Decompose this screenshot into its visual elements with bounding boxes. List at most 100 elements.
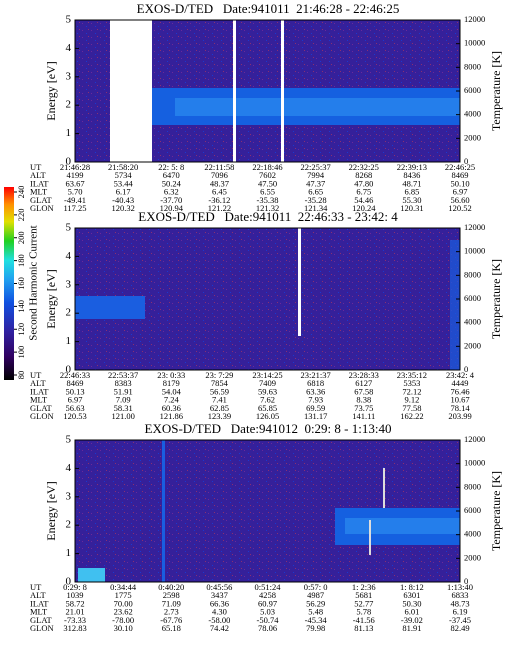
y2-tick-label: 12000	[464, 222, 485, 232]
table-cell: 53.44	[114, 178, 134, 188]
table-cell: 7.09	[116, 395, 131, 405]
table-cell: 50.30	[402, 598, 421, 608]
y2-tick-label: 10000	[464, 38, 485, 48]
colorbar	[4, 187, 14, 380]
y2-tick-label: 0	[464, 576, 468, 586]
panel-title: EXOS-D/TED Date:941011 22:46:33 - 23:42:…	[138, 209, 398, 224]
row-label: ALT	[30, 170, 47, 180]
table-cell: 6127	[355, 378, 372, 388]
table-cell: 1: 8:12	[400, 582, 424, 592]
table-cell: 50.10	[450, 178, 469, 188]
row-label: GLON	[30, 203, 54, 213]
table-cell: -50.74	[257, 615, 280, 625]
colorbar-tick-label: 220	[16, 209, 26, 222]
y2-axis-label: Temperature [K]	[489, 259, 503, 339]
table-cell: 76.46	[450, 386, 469, 396]
table-cell: 22:32:25	[349, 162, 379, 172]
table-cell: 2598	[163, 590, 180, 600]
table-cell: 54.46	[354, 195, 373, 205]
y2-tick-label: 0	[464, 364, 468, 374]
table-cell: 65.85	[258, 403, 277, 413]
table-cell: -36.12	[208, 195, 230, 205]
y-tick-label: 1	[66, 547, 72, 559]
table-cell: 5.70	[68, 187, 83, 197]
row-label: MLT	[30, 607, 48, 617]
table-cell: 71.09	[162, 598, 181, 608]
table-cell: 3437	[211, 590, 228, 600]
table-cell: 81.91	[402, 623, 421, 633]
table-cell: 22:18:46	[252, 162, 282, 172]
table-cell: -73.33	[64, 615, 86, 625]
colorbar-tick-label: 180	[16, 254, 26, 267]
colorbar-label: Second Harmonic Current	[28, 225, 40, 340]
table-cell: 4449	[452, 378, 469, 388]
table-cell: 51.91	[114, 386, 133, 396]
table-cell: 56.60	[450, 195, 469, 205]
row-label: UT	[30, 370, 42, 380]
table-cell: -37.70	[160, 195, 182, 205]
table-cell: 67.58	[354, 386, 373, 396]
y-tick-label: 3	[66, 490, 72, 502]
table-cell: 2.73	[164, 607, 179, 617]
table-cell: 8383	[115, 378, 132, 388]
table-cell: 6.75	[356, 187, 371, 197]
table-cell: 7.93	[308, 395, 323, 405]
y2-tick-label: 2000	[464, 552, 481, 562]
table-cell: 6301	[403, 590, 420, 600]
y-tick-label: 2	[66, 99, 72, 111]
table-cell: 23: 0:33	[157, 370, 185, 380]
colorbar-tick-label: 200	[16, 231, 26, 244]
table-cell: 21:58:20	[108, 162, 138, 172]
row-label: GLAT	[30, 195, 53, 205]
table-cell: 6470	[163, 170, 180, 180]
y2-tick-label: 12000	[464, 434, 485, 444]
y-tick-label: 4	[66, 250, 72, 262]
table-cell: 7994	[307, 170, 325, 180]
table-cell: 56.29	[306, 598, 325, 608]
table-cell: 0:51:24	[255, 582, 282, 592]
table-cell: 8469	[452, 170, 469, 180]
y2-tick-label: 0	[464, 156, 468, 166]
table-cell: 55.30	[402, 195, 421, 205]
table-cell: 72.12	[402, 386, 421, 396]
table-cell: 23:28:33	[349, 370, 379, 380]
y2-axis-label: Temperature [K]	[489, 471, 503, 551]
table-cell: 8268	[355, 170, 372, 180]
row-label: MLT	[30, 187, 48, 197]
table-cell: -40.43	[112, 195, 134, 205]
table-cell: 5.48	[308, 607, 323, 617]
table-cell: 120.94	[160, 203, 184, 213]
table-cell: -67.76	[160, 615, 182, 625]
table-cell: 60.97	[258, 598, 277, 608]
table-cell: 63.36	[306, 386, 325, 396]
table-cell: -45.34	[305, 615, 328, 625]
table-cell: 50.13	[65, 386, 84, 396]
table-cell: 21.01	[65, 607, 84, 617]
y-tick-label: 0	[66, 364, 72, 376]
table-cell: 6.85	[404, 187, 419, 197]
row-label: MLT	[30, 395, 48, 405]
table-cell: 4.30	[212, 607, 227, 617]
table-cell: 21:46:28	[60, 162, 90, 172]
table-cell: 121.34	[304, 203, 328, 213]
y2-axis-label: Temperature [K]	[489, 51, 503, 131]
table-cell: 7.41	[212, 395, 227, 405]
y-tick-label: 4	[66, 462, 72, 474]
table-cell: 54.04	[162, 386, 182, 396]
table-cell: 63.67	[65, 178, 84, 188]
table-cell: 121.00	[111, 411, 134, 421]
table-cell: -78.00	[112, 615, 134, 625]
table-cell: 6818	[307, 378, 324, 388]
table-cell: 56.63	[65, 403, 84, 413]
table-cell: 9.12	[404, 395, 419, 405]
table-cell: 5353	[403, 378, 420, 388]
table-cell: 50.24	[162, 178, 182, 188]
row-label: GLAT	[30, 615, 53, 625]
table-cell: 81.13	[354, 623, 373, 633]
table-cell: 47.80	[354, 178, 373, 188]
y2-tick-label: 8000	[464, 481, 481, 491]
table-cell: -49.41	[64, 195, 86, 205]
table-cell: -41.56	[353, 615, 375, 625]
y2-tick-label: 10000	[464, 458, 485, 468]
